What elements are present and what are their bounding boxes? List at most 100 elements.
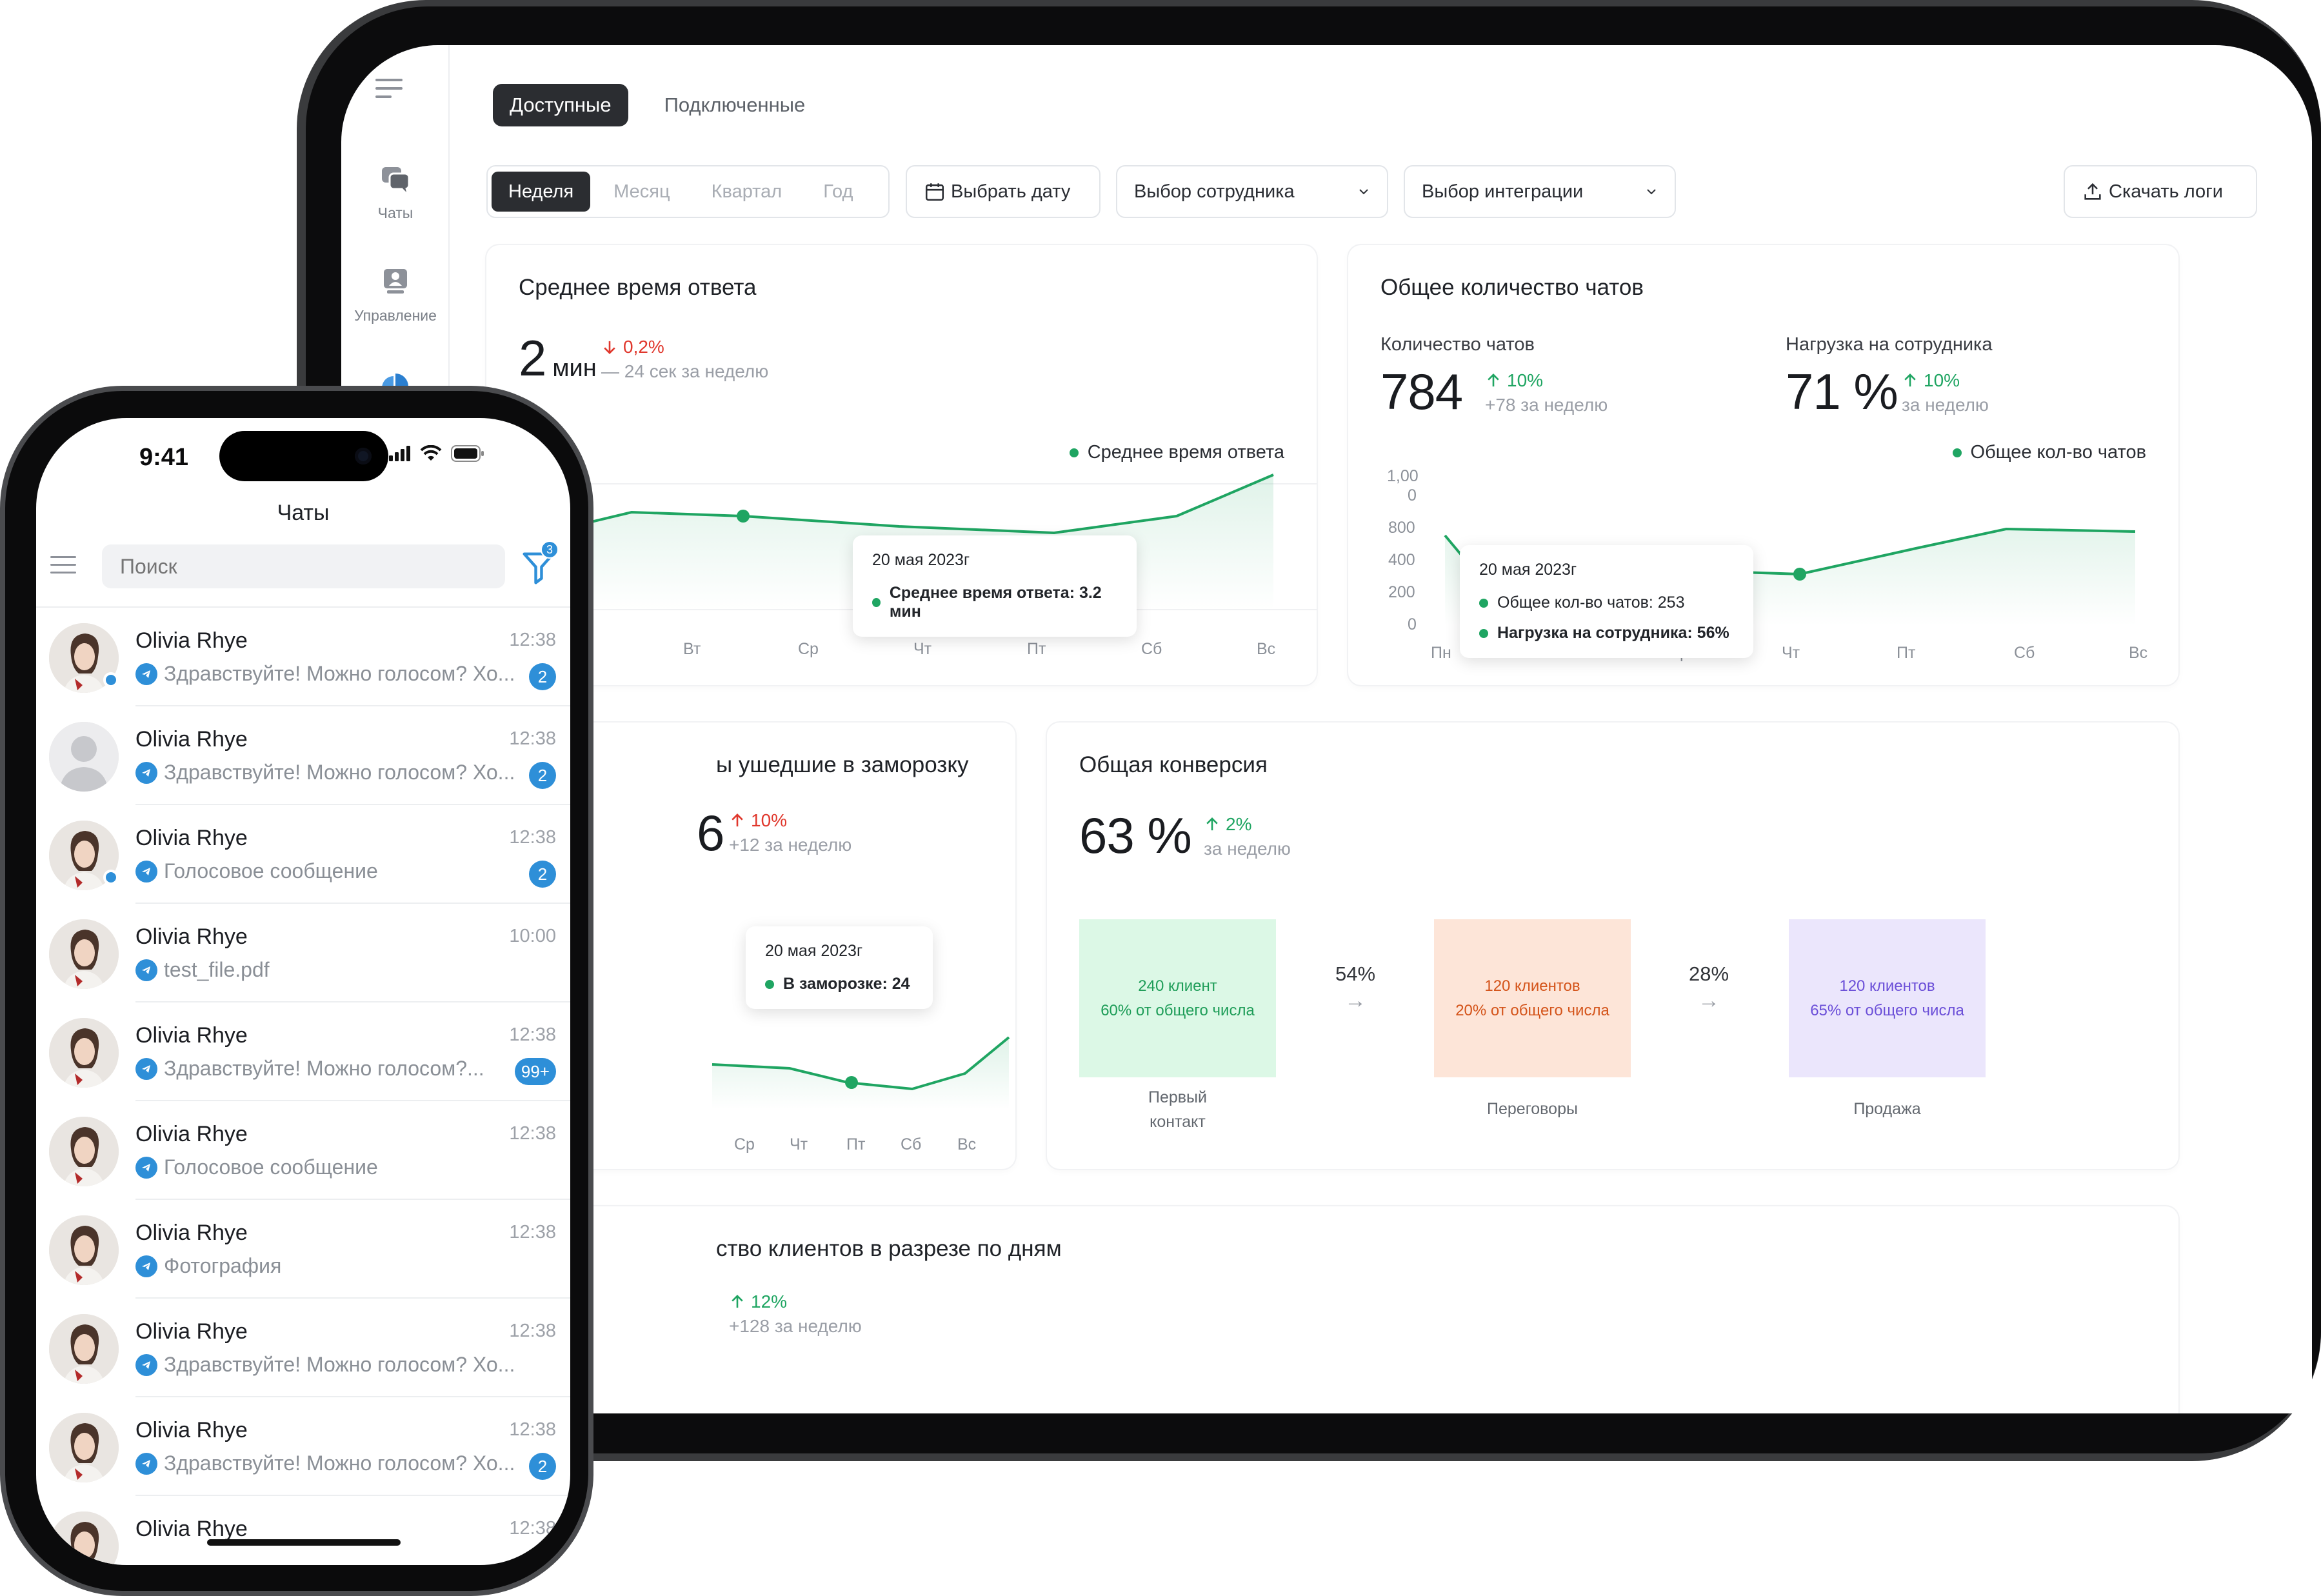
employee-select[interactable]: Выбор сотрудника [1116, 165, 1388, 218]
x-tick: Вс [957, 1135, 977, 1153]
chat-list-item[interactable]: Olivia Rhye 12:38 Здравствуйте! Можно голо… [36, 1002, 570, 1101]
x-tick: Ср [798, 640, 819, 658]
chat-list-item[interactable]: Olivia Rhye 12:38 Здравствуйте! Можно голо… [36, 706, 570, 805]
top-tabs: Доступные Подключенные [493, 84, 822, 126]
integration-select[interactable]: Выбор интеграции [1404, 165, 1676, 218]
chat-list: Olivia Rhye 12:38 Здравствуйте! Можно голо… [36, 606, 570, 1565]
chat-list-item[interactable]: Olivia Rhye 12:38 Здравствуйте! Можно голо… [36, 1299, 570, 1397]
chat-list-item[interactable]: Olivia Rhye 12:38 Голосовое сообщение [36, 1101, 570, 1200]
chart-legend: Среднее время ответа [1069, 442, 1284, 463]
x-tick: Пт [1027, 640, 1046, 658]
chart-tooltip: 20 мая 2023г В заморозке: 24 [746, 926, 933, 1009]
tooltip-row: Среднее время ответа: 3.2 мин [872, 584, 1117, 621]
chat-time: 12:38 [509, 728, 556, 749]
telegram-icon [135, 663, 157, 685]
avatar [49, 1314, 119, 1384]
search-input[interactable] [102, 544, 505, 588]
delta-value: 10% [1507, 370, 1544, 390]
x-tick: Пт [846, 1135, 866, 1153]
tablet-screen: Чаты Управление [341, 45, 2312, 1413]
legend-label: Среднее время ответа [1087, 442, 1284, 463]
chart-point[interactable] [737, 510, 750, 523]
page-title: Чаты [277, 501, 330, 525]
phone-bezel: 9:41 Чаты 3 Olivia Rhye 12:38 Здравствуйте… [5, 391, 588, 1591]
avatar [49, 1413, 119, 1482]
chat-time: 12:38 [509, 827, 556, 848]
period-month[interactable]: Месяц [613, 181, 670, 202]
stage-label: Продажа [1853, 1100, 1921, 1118]
chart-point[interactable] [845, 1076, 858, 1089]
tooltip-date: 20 мая 2023г [765, 942, 863, 960]
filter-row: Неделя Месяц Квартал Год Выбрать дату Вы… [486, 165, 2257, 218]
chart-point[interactable] [1793, 568, 1806, 581]
chat-preview: Здравствуйте! Можно голосом? Хо... [135, 662, 516, 686]
card-title: ство клиентов в разрезе по дням [716, 1236, 1062, 1261]
chat-preview: test_file.pdf [135, 958, 516, 982]
unread-badge: 99+ [514, 1058, 556, 1085]
date-picker-button[interactable]: Выбрать дату [906, 165, 1101, 218]
sidebar-item-chats[interactable]: Чаты [341, 165, 450, 222]
card-title: Общее количество чатов [1380, 275, 1644, 300]
divider [135, 1100, 570, 1101]
x-tick: Ср [734, 1135, 755, 1153]
delta-value: 2% [1226, 814, 1252, 834]
chat-list-item[interactable]: Olivia Rhye 12:38 Здравствуйте! Можно голо… [36, 608, 570, 706]
delta-value: 0,2% [623, 337, 664, 357]
tooltip-date: 20 мая 2023г [872, 551, 970, 569]
stage-label: Первый контакт [1148, 1088, 1207, 1131]
kpi-unit: мин [552, 355, 597, 382]
chat-time: 10:00 [509, 926, 556, 946]
y-tick: 1,00 [1387, 467, 1419, 485]
tab-connected[interactable]: Подключенные [664, 94, 806, 116]
delta-up: 10% [1485, 370, 1608, 391]
delta-note: +78 за неделю [1485, 395, 1608, 415]
arrow-up-icon [732, 1295, 743, 1308]
arrow-right-icon: → [1698, 988, 1720, 1013]
chat-name: Olivia Rhye [135, 628, 248, 653]
chat-time: 12:38 [509, 1123, 556, 1144]
filter-button[interactable]: 3 [521, 541, 559, 587]
rate-value: 28% [1688, 963, 1729, 985]
stage-rate: 28% → [1670, 963, 1748, 1013]
menu-icon[interactable] [375, 79, 403, 98]
avatar [49, 1511, 119, 1565]
period-quarter[interactable]: Квартал [711, 181, 782, 202]
chat-list-item[interactable]: Olivia Rhye 12:38 Здравствуйте! Можно голо… [36, 1397, 570, 1496]
download-logs-label: Скачать логи [2109, 181, 2223, 202]
delta-note: — 24 сек за неделю [601, 361, 769, 381]
funnel-stage-first-contact[interactable]: 240 клиент 60% от общего числа [1079, 919, 1276, 1077]
divider [135, 804, 570, 805]
arrow-up-icon [732, 813, 743, 827]
period-year[interactable]: Год [823, 181, 853, 202]
chat-list-item[interactable]: Olivia Rhye 12:38 Фотография [36, 1200, 570, 1299]
stage-count: 240 клиент [1138, 977, 1217, 995]
period-week[interactable]: Неделя [492, 172, 591, 212]
download-logs-button[interactable]: Скачать логи [2064, 165, 2257, 218]
x-tick: Вс [1257, 640, 1276, 658]
chat-preview: Здравствуйте! Можно голосом? Хо... [135, 1353, 516, 1377]
delta-up: 10% [1902, 370, 1989, 391]
stage-share: 65% от общего числа [1810, 1001, 1964, 1019]
chat-list-item[interactable]: Olivia Rhye 10:00 test_file.pdf [36, 904, 570, 1002]
divider [135, 1199, 570, 1200]
funnel-stage-negotiations[interactable]: 120 клиентов 20% от общего числа [1434, 919, 1631, 1077]
avatar [49, 1117, 119, 1186]
tooltip-row: Нагрузка на сотрудника: 56% [1479, 624, 1734, 643]
chevron-down-icon [1359, 189, 1368, 195]
chat-list-item[interactable]: Olivia Rhye 12:38 [36, 1496, 570, 1565]
sidebar-item-management[interactable]: Управление [341, 268, 450, 324]
chat-list-item[interactable]: Olivia Rhye 12:38 Голосовое сообщение 2 [36, 805, 570, 904]
chat-preview-text: Голосовое сообщение [164, 859, 378, 883]
funnel-stage-sale[interactable]: 120 клиентов 65% от общего числа [1789, 919, 1986, 1077]
menu-icon[interactable] [50, 556, 76, 574]
tab-available[interactable]: Доступные [493, 84, 628, 126]
telegram-icon [135, 1452, 157, 1475]
tooltip-value: Нагрузка на сотрудника: 56% [1497, 624, 1729, 642]
conversion-card: Общая конверсия 63 % 2% за неделю 240 кл… [1047, 723, 2178, 1169]
phone-screen: 9:41 Чаты 3 Olivia Rhye 12:38 Здравствуйте… [36, 418, 570, 1565]
y-tick: 0 [1408, 486, 1417, 504]
chevron-down-icon [1647, 189, 1656, 195]
dynamic-island [219, 431, 388, 481]
telegram-icon [135, 959, 157, 981]
